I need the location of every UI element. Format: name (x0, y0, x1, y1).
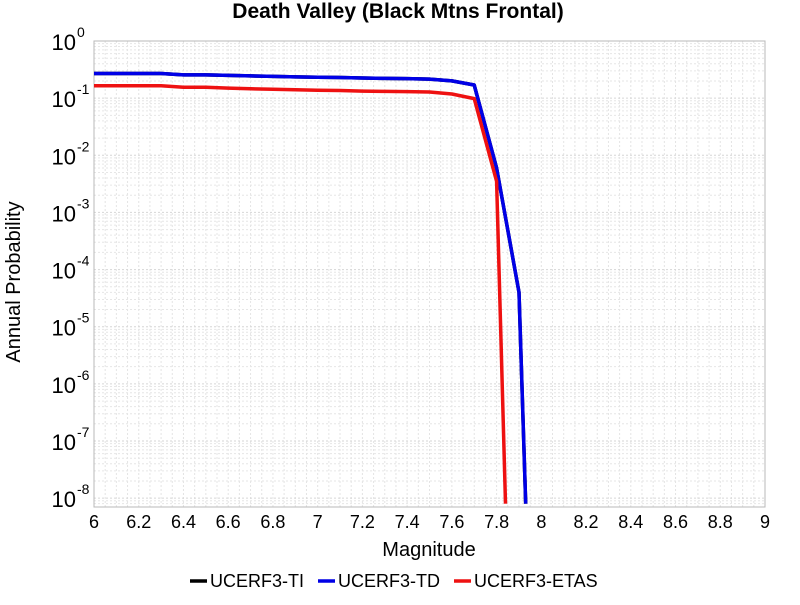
chart-title: Death Valley (Black Mtns Frontal) (232, 0, 563, 23)
y-tick-base: 10 (52, 316, 76, 341)
x-tick-label: 7.6 (439, 512, 464, 532)
y-tick-label: 10 -6 (52, 367, 90, 398)
y-tick-label: 10 -7 (52, 424, 90, 455)
y-tick-base: 10 (52, 144, 76, 169)
x-tick-label: 7.8 (484, 512, 509, 532)
y-tick-base: 10 (52, 201, 76, 226)
y-tick-base: 10 (52, 87, 76, 112)
x-tick-label: 6.4 (171, 512, 196, 532)
y-tick-label: 10 -8 (52, 481, 90, 512)
x-tick-label: 6.2 (126, 512, 151, 532)
legend-label-1: UCERF3-TI (210, 571, 304, 591)
y-tick-exponent: -7 (77, 424, 90, 440)
series-lines (94, 71, 528, 504)
y-tick-exponent: 0 (77, 24, 85, 40)
legend: UCERF3-TI UCERF3-TD UCERF3-ETAS (190, 571, 598, 591)
x-tick-label: 8 (536, 512, 546, 532)
x-tick-label: 6.6 (216, 512, 241, 532)
grid-lines (93, 40, 766, 508)
y-tick-label: 10 -2 (52, 138, 90, 169)
y-tick-label: 10 -3 (52, 195, 90, 226)
y-tick-label: 10 -5 (52, 310, 90, 341)
y-tick-label: 10 -4 (52, 253, 90, 284)
legend-label-3: UCERF3-ETAS (474, 571, 598, 591)
x-tick-label: 6.8 (260, 512, 285, 532)
x-tick-label: 8.6 (663, 512, 688, 532)
y-tick-base: 10 (52, 259, 76, 284)
legend-label-2: UCERF3-TD (338, 571, 440, 591)
y-tick-exponent: -3 (77, 195, 90, 211)
y-tick-base: 10 (52, 430, 76, 455)
x-axis-label: Magnitude (382, 539, 475, 561)
y-tick-base: 10 (52, 30, 76, 55)
x-tick-label: 9 (760, 512, 770, 532)
plot-area-frame (93, 40, 766, 508)
x-tick-label: 6 (89, 512, 99, 532)
y-tick-exponent: -2 (77, 138, 90, 154)
series-line-2 (94, 71, 528, 504)
x-axis-tick-labels: 6 6.2 6.4 6.6 6.8 7 7.2 7.4 7.6 7.8 8 8.2 8.4 8.6 8.8 9 (89, 512, 770, 532)
x-tick-label: 8.4 (618, 512, 643, 532)
y-tick-base: 10 (52, 487, 76, 512)
y-tick-exponent: -4 (77, 253, 90, 269)
y-tick-label: 10 -1 (52, 81, 90, 112)
y-tick-exponent: -1 (77, 81, 90, 97)
y-tick-base: 10 (52, 373, 76, 398)
x-tick-label: 7.4 (395, 512, 420, 532)
x-tick-label: 8.8 (708, 512, 733, 532)
x-tick-label: 8.2 (574, 512, 599, 532)
y-tick-exponent: -8 (77, 481, 90, 497)
series-line-3 (94, 83, 508, 504)
x-tick-label: 7 (313, 512, 323, 532)
y-tick-exponent: -5 (77, 310, 90, 326)
y-tick-exponent: -6 (77, 367, 90, 383)
y-axis-label: Annual Probability (3, 201, 25, 362)
x-tick-label: 7.2 (350, 512, 375, 532)
y-tick-label: 10 0 (52, 24, 85, 55)
